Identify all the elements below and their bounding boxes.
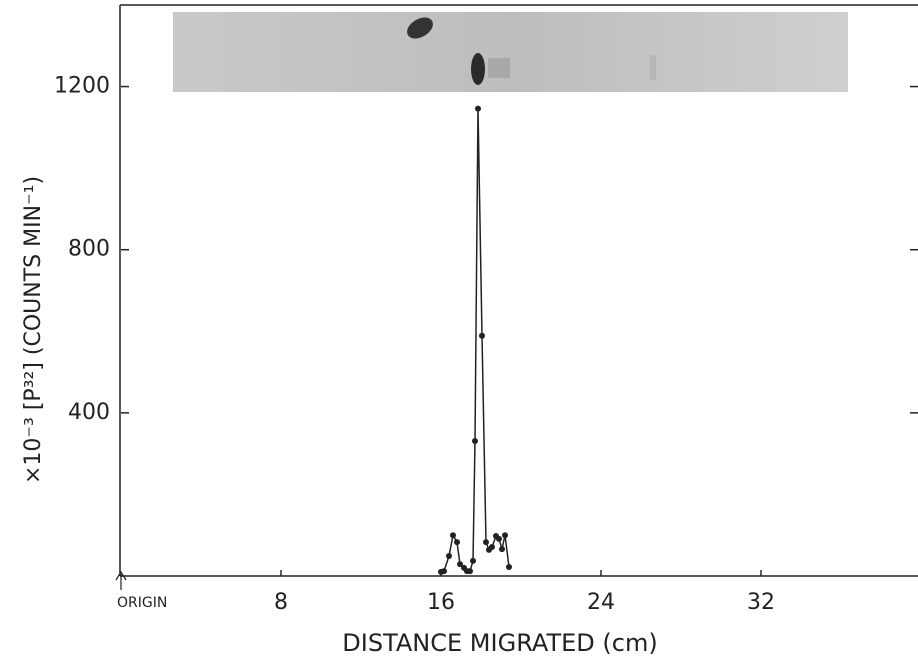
- chart: DISTANCE MIGRATED (cm) ×10⁻³ [P³²] (COUN…: [0, 0, 918, 662]
- data-point: [489, 544, 495, 550]
- y-tick-label: 1200: [54, 74, 110, 99]
- data-point: [450, 532, 456, 538]
- x-tick-label: 16: [427, 590, 455, 615]
- data-point: [472, 438, 478, 444]
- origin-arrow: [116, 572, 126, 590]
- data-point: [446, 553, 452, 559]
- x-tick-label: 8: [274, 590, 288, 615]
- data-point: [496, 536, 502, 542]
- data-point: [479, 333, 485, 339]
- data-point: [441, 568, 447, 574]
- data-point: [475, 106, 481, 112]
- data-point: [454, 539, 460, 545]
- data-point: [467, 568, 473, 574]
- x-tick-label: ORIGIN: [117, 595, 167, 611]
- data-point: [506, 564, 512, 570]
- data-point: [502, 532, 508, 538]
- data-point: [499, 546, 505, 552]
- data-point: [483, 539, 489, 545]
- y-tick-label: 400: [68, 400, 110, 425]
- data-line: [441, 109, 509, 572]
- y-axis-label: ×10⁻³ [P³²] (COUNTS MIN⁻¹): [21, 176, 46, 484]
- y-tick-label: 800: [68, 237, 110, 262]
- x-tick-label: 24: [587, 590, 615, 615]
- x-tick-label: 32: [747, 590, 775, 615]
- page: DISTANCE MIGRATED (cm) ×10⁻³ [P³²] (COUN…: [0, 0, 918, 662]
- x-axis-label: DISTANCE MIGRATED (cm): [342, 629, 657, 657]
- gel-image: [173, 12, 848, 92]
- data-point: [470, 558, 476, 564]
